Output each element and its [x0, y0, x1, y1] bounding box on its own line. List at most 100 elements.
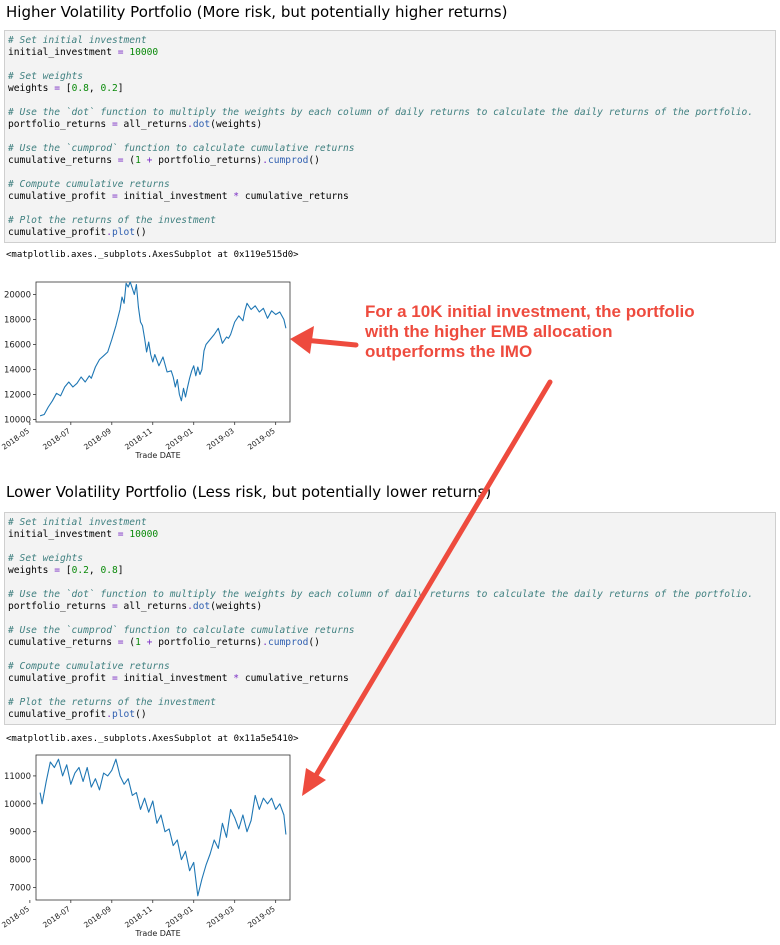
output-text-high-volatility: <matplotlib.axes._subplots.AxesSubplot a…: [6, 250, 299, 260]
code-token: =: [111, 673, 118, 684]
x-tick-label: 2019-03: [205, 904, 236, 929]
code-token: 0.8: [100, 565, 118, 576]
code-token: # Set initial investment: [8, 35, 147, 46]
code-token: +: [146, 155, 153, 166]
chart-high-volatility: 10000 12000 14000 16000 18000 20000 2018-05 201…: [0, 281, 291, 460]
code-line: [8, 203, 772, 215]
code-token: all_returns: [117, 119, 188, 130]
code-token: ]: [117, 83, 124, 94]
code-token: ]: [117, 565, 124, 576]
code-token: cumulative_profit: [8, 709, 107, 720]
code-token: initial_investment: [8, 47, 118, 58]
code-line: [8, 59, 772, 71]
code-token: (weights): [210, 119, 263, 130]
y-tick-label: 8000: [9, 856, 31, 866]
code-line: # Set initial investment: [8, 517, 772, 529]
code-token: =: [54, 565, 60, 576]
plot-frame: [35, 754, 291, 901]
x-tick-label: 2018-11: [123, 904, 154, 929]
code-token: initial_investment: [117, 191, 234, 202]
code-token: =: [117, 529, 124, 540]
code-token: portfolio_returns: [8, 601, 112, 612]
code-token: 10000: [129, 529, 159, 540]
section-heading-low-volatility: Lower Volatility Portfolio (Less risk, b…: [6, 483, 492, 501]
code-token: 1: [135, 637, 141, 648]
code-token: # Set weights: [8, 553, 84, 564]
y-tick-label: 18000: [4, 316, 31, 326]
code-line: [8, 95, 772, 107]
code-token: =: [117, 637, 124, 648]
code-token: cumulative_profit: [8, 191, 112, 202]
code-token: dot: [192, 601, 211, 612]
code-token: weights: [8, 565, 55, 576]
code-token: all_returns: [117, 601, 188, 612]
code-line: # Set weights: [8, 71, 772, 83]
arrow-head-bottom: [302, 768, 326, 796]
y-tick-label: 9000: [9, 828, 31, 838]
code-token: +: [146, 637, 153, 648]
code-token: portfolio_returns: [8, 119, 112, 130]
code-token: (): [135, 709, 147, 720]
code-line: cumulative_profit = initial_investment *…: [8, 191, 772, 203]
code-token: =: [117, 47, 124, 58]
x-tick-label: 2018-09: [82, 904, 113, 929]
code-token: 0.8: [71, 83, 89, 94]
arrow-to-top-chart: [301, 337, 359, 348]
series-line: [39, 281, 287, 417]
annotation-callout: For a 10K initial investment, the portfo…: [365, 302, 765, 362]
output-text-low-volatility: <matplotlib.axes._subplots.AxesSubplot a…: [6, 734, 299, 744]
code-token: (: [123, 637, 136, 648]
code-token: *: [233, 673, 240, 684]
y-tick-label: 16000: [4, 341, 31, 351]
code-token: cumulative_returns: [239, 191, 349, 202]
code-line: initial_investment = 10000: [8, 47, 772, 59]
x-tick-label: 2019-01: [164, 904, 195, 929]
code-line: [8, 613, 772, 625]
x-tick-label: 2019-05: [246, 426, 277, 451]
y-tick-label: 12000: [4, 391, 31, 401]
x-tick-label: 2018-05: [0, 904, 31, 929]
code-token: 0.2: [71, 565, 89, 576]
code-line: [8, 577, 772, 589]
code-token: # Use the `cumprod` function to calculat…: [8, 625, 355, 636]
code-token: # Set weights: [8, 71, 84, 82]
x-tick-label: 2018-11: [123, 426, 154, 451]
code-line: portfolio_returns = all_returns.dot(weig…: [8, 601, 772, 613]
code-token: initial_investment: [8, 529, 118, 540]
section-heading-high-volatility: Higher Volatility Portfolio (More risk, …: [6, 3, 508, 21]
code-token: .: [187, 601, 193, 612]
code-token: *: [233, 191, 240, 202]
x-tick-label: 2018-05: [0, 426, 31, 451]
code-token: # Set initial investment: [8, 517, 147, 528]
code-token: (): [308, 637, 320, 648]
code-line: cumulative_profit = initial_investment *…: [8, 673, 772, 685]
code-line: [8, 685, 772, 697]
code-line: [8, 167, 772, 179]
code-line: # Use the `dot` function to multiply the…: [8, 107, 772, 119]
annotation-line-1: For a 10K initial investment, the portfo…: [365, 302, 695, 321]
plot-frame: [35, 281, 291, 423]
code-token: .: [106, 709, 112, 720]
code-token: cumprod: [267, 637, 309, 648]
code-token: 10000: [129, 47, 159, 58]
code-token: plot: [111, 709, 136, 720]
code-line: cumulative_returns = (1 + portfolio_retu…: [8, 637, 772, 649]
code-line: cumulative_profit.plot(): [8, 709, 772, 721]
code-token: ,: [88, 565, 101, 576]
code-token: cumulative_returns: [8, 637, 118, 648]
code-token: portfolio_returns): [152, 637, 263, 648]
code-token: =: [111, 191, 118, 202]
code-token: ,: [88, 83, 101, 94]
code-line: # Plot the returns of the investment: [8, 697, 772, 709]
code-line: # Use the `cumprod` function to calculat…: [8, 625, 772, 637]
series-line: [39, 758, 287, 897]
code-cell-low-volatility[interactable]: # Set initial investment initial_investme…: [4, 512, 776, 725]
code-line: cumulative_returns = (1 + portfolio_retu…: [8, 155, 772, 167]
code-line: portfolio_returns = all_returns.dot(weig…: [8, 119, 772, 131]
code-line: # Compute cumulative returns: [8, 661, 772, 673]
x-tick-label: 2019-03: [205, 426, 236, 451]
y-tick-label: 20000: [4, 291, 31, 301]
code-token: cumulative_returns: [239, 673, 349, 684]
code-cell-high-volatility[interactable]: # Set initial investment initial_investme…: [4, 30, 776, 243]
code-token: # Use the `cumprod` function to calculat…: [8, 143, 355, 154]
